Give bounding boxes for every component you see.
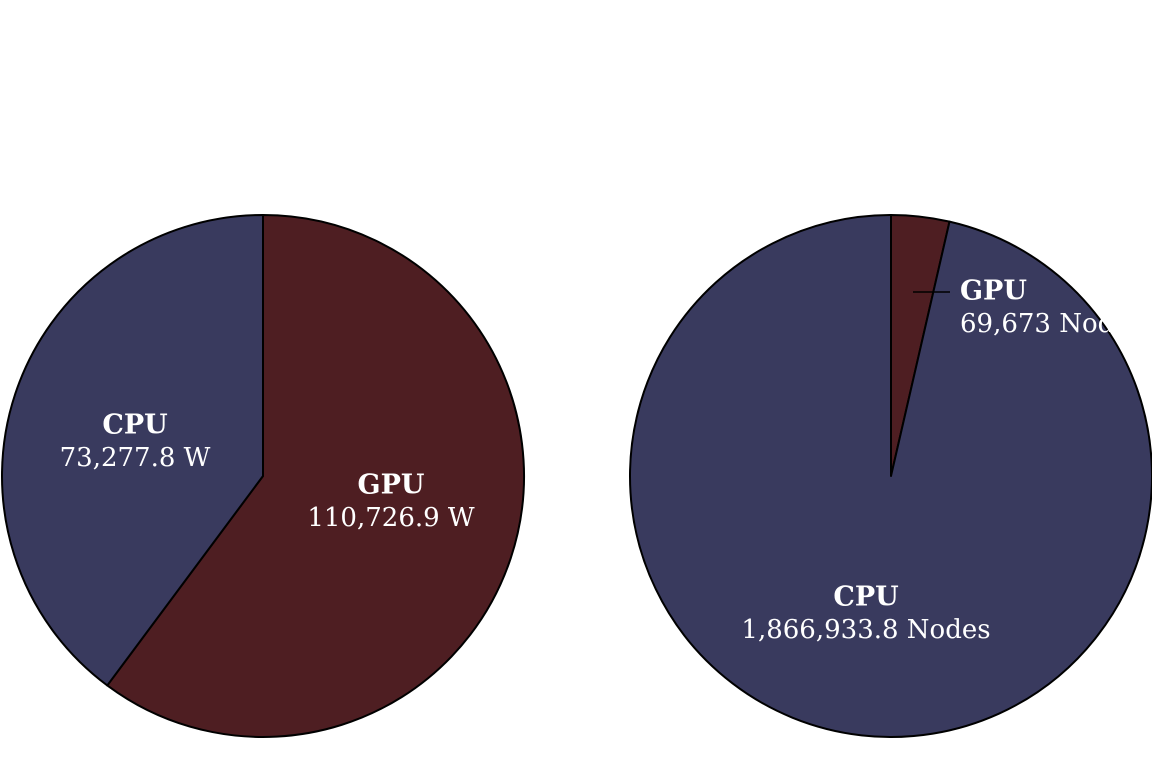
slice-label-gpu: GPU bbox=[960, 276, 1027, 307]
slice-value-gpu: 69,673 Nodes bbox=[960, 309, 1143, 339]
slice-label-cpu: CPU bbox=[102, 410, 167, 441]
slice-value-gpu: 110,726.9 W bbox=[307, 503, 475, 533]
slice-value-cpu: 1,866,933.8 Nodes bbox=[741, 615, 990, 645]
slice-label-gpu: GPU bbox=[358, 470, 425, 501]
slice-label-cpu: CPU bbox=[833, 582, 898, 613]
pie-slice-cpu bbox=[1, 214, 264, 687]
slice-value-cpu: 73,277.8 W bbox=[60, 443, 211, 473]
pie-slice-gpu bbox=[106, 214, 525, 738]
pie-slice-cpu bbox=[629, 214, 1152, 738]
